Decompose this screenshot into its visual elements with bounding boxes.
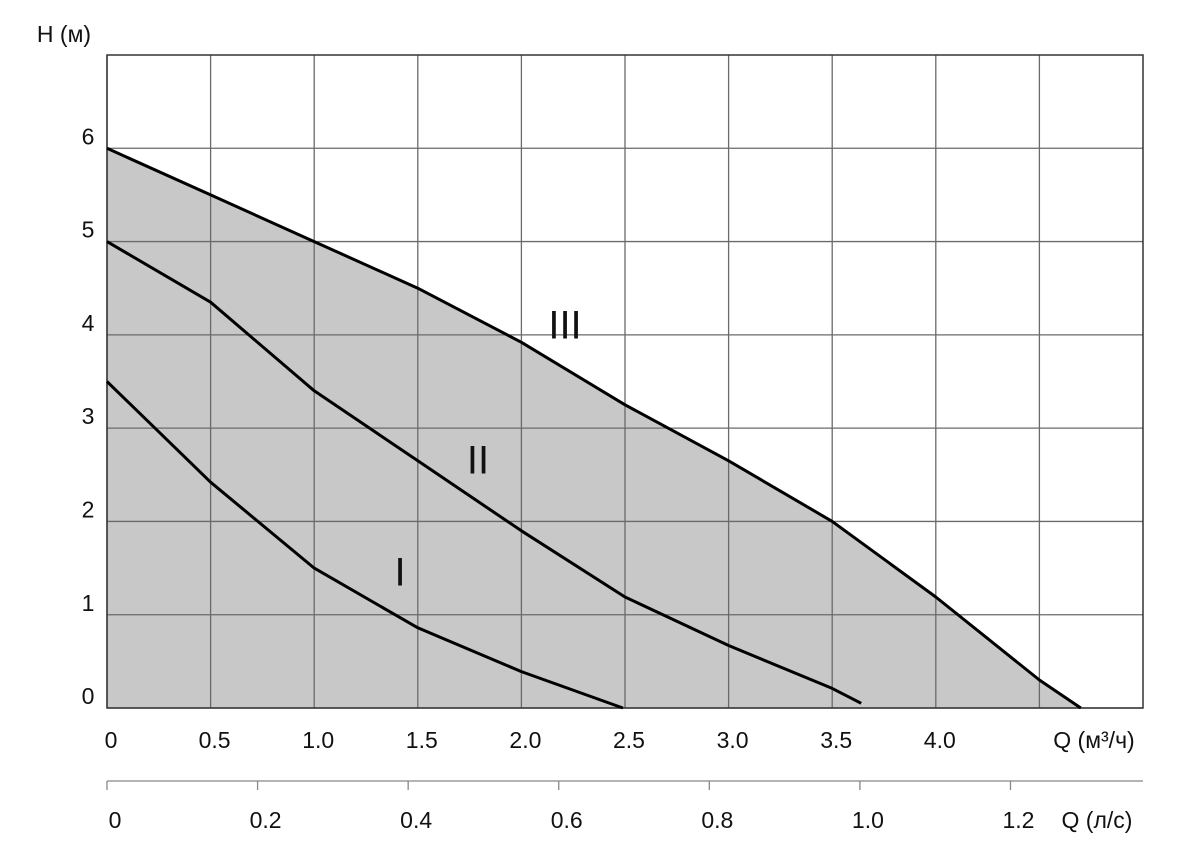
x-tick-label: 4.0	[924, 727, 956, 753]
x-tick-label: 3.0	[717, 727, 749, 753]
y-tick-label: 6	[82, 123, 95, 149]
y-tick-label: 1	[82, 590, 95, 616]
series-label: I	[394, 551, 405, 595]
x2-tick-label: 1.0	[852, 807, 884, 833]
y-tick-label: 4	[82, 310, 95, 336]
x-axis-label: Q (м³/ч)	[1053, 727, 1134, 753]
x2-axis-label: Q (л/с)	[1062, 807, 1133, 833]
x2-tick-label: 0	[109, 807, 122, 833]
y-tick-label: 2	[82, 497, 95, 523]
y-tick-label: 0	[82, 683, 95, 709]
y-tick-label: 5	[82, 217, 95, 243]
x2-tick-label: 0.8	[701, 807, 733, 833]
x2-tick-label: 0.2	[250, 807, 282, 833]
x-tick-label: 3.5	[820, 727, 852, 753]
series-label: II	[467, 439, 489, 483]
x-tick-label: 0.5	[199, 727, 231, 753]
series-line	[106, 240, 862, 705]
x2-tick-label: 0.4	[400, 807, 432, 833]
x2-tick-label: 1.2	[1002, 807, 1034, 833]
x-tick-label: 1.0	[302, 727, 334, 753]
series-label: III	[548, 304, 581, 348]
x-tick-label: 1.5	[406, 727, 438, 753]
x-tick-label: 0	[105, 727, 118, 753]
x-tick-label: 2.0	[509, 727, 541, 753]
x-tick-label: 2.5	[613, 727, 645, 753]
series-line	[106, 146, 1082, 710]
series-line	[105, 380, 624, 710]
y-tick-label: 3	[82, 403, 95, 429]
x2-tick-label: 0.6	[551, 807, 583, 833]
y-axis-label: H (м)	[37, 21, 91, 47]
